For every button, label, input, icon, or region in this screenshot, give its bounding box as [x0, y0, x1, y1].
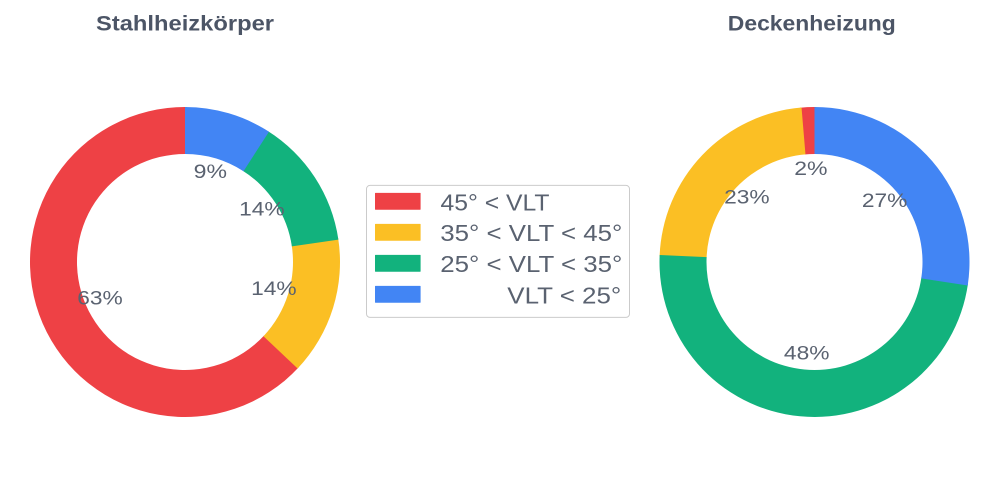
svg-text:63%: 63% — [77, 288, 123, 310]
svg-text:VLT < 25°: VLT < 25° — [507, 282, 621, 308]
svg-text:25° < VLT < 35°: 25° < VLT < 35° — [440, 251, 622, 277]
svg-text:35° < VLT < 45°: 35° < VLT < 45° — [440, 220, 622, 246]
svg-text:27%: 27% — [862, 190, 908, 212]
svg-text:2%: 2% — [794, 158, 827, 180]
svg-text:14%: 14% — [251, 278, 297, 300]
svg-text:Deckenheizung: Deckenheizung — [728, 13, 896, 36]
svg-text:48%: 48% — [784, 343, 830, 365]
svg-text:23%: 23% — [724, 187, 770, 209]
svg-text:Stahlheizkörper: Stahlheizkörper — [96, 13, 274, 36]
svg-text:9%: 9% — [194, 161, 227, 183]
svg-text:45° < VLT: 45° < VLT — [441, 189, 550, 215]
svg-text:14%: 14% — [239, 198, 285, 220]
